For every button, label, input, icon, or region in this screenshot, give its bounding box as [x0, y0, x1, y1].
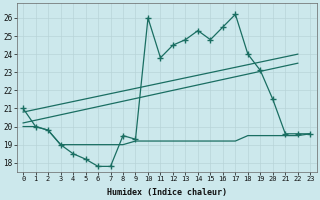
X-axis label: Humidex (Indice chaleur): Humidex (Indice chaleur)	[107, 188, 227, 197]
